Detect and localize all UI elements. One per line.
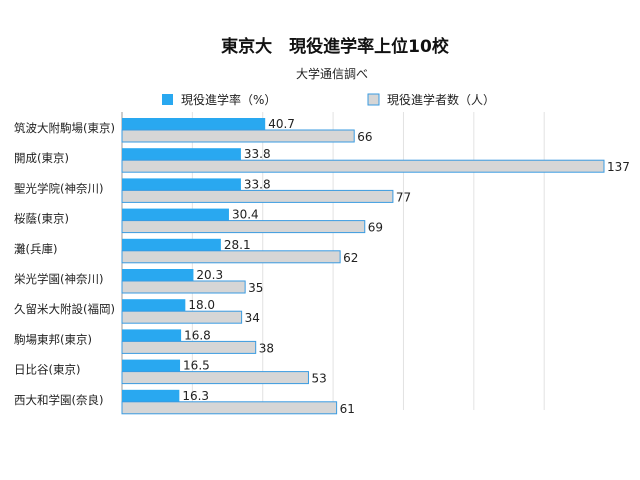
- data-label-rate: 33.8: [244, 147, 271, 161]
- legend: 現役進学率（%） 現役進学者数（人）: [162, 92, 495, 107]
- bar-count: [121, 310, 243, 324]
- bar-count: [121, 220, 366, 234]
- category-label: 灘(兵庫): [14, 242, 57, 256]
- chart-subtitle: 大学通信調べ: [296, 66, 368, 81]
- bar-count: [121, 371, 309, 385]
- legend-swatch-count: [367, 93, 380, 106]
- data-label-count: 62: [343, 251, 358, 265]
- category-label: 駒場東邦(東京): [14, 332, 92, 346]
- data-label-count: 77: [396, 190, 411, 204]
- bar-rate: [122, 238, 221, 251]
- bar-rate: [122, 359, 181, 372]
- category-label: 日比谷(東京): [14, 363, 80, 377]
- bar-count: [121, 401, 338, 415]
- bar-rate: [122, 148, 241, 161]
- category-label: 開成(東京): [14, 151, 69, 165]
- bar-count: [121, 129, 355, 143]
- data-label-count: 34: [245, 311, 260, 325]
- bar-count: [121, 189, 394, 203]
- bar-count: [121, 250, 341, 264]
- bar-count: [121, 159, 605, 173]
- category-label: 久留米大附設(福岡): [14, 302, 115, 316]
- data-label-rate: 16.3: [182, 389, 209, 403]
- legend-label-count: 現役進学者数（人）: [387, 92, 495, 107]
- data-label-rate: 33.8: [244, 177, 271, 191]
- category-label: 筑波大附駒場(東京): [14, 121, 115, 135]
- data-label-rate: 30.4: [232, 208, 259, 222]
- bar-count: [121, 340, 257, 354]
- legend-swatch-rate: [162, 94, 173, 105]
- category-label: 桜蔭(東京): [14, 212, 69, 226]
- chart-title: 東京大 現役進学率上位10校: [221, 36, 450, 57]
- category-label: 栄光学園(神奈川): [14, 272, 103, 286]
- data-label-count: 53: [311, 372, 326, 386]
- category-label: 西大和学園(奈良): [14, 393, 103, 407]
- data-label-count: 137: [607, 160, 630, 174]
- data-label-count: 69: [368, 221, 383, 235]
- data-label-rate: 18.0: [188, 298, 215, 312]
- bar-rate: [122, 389, 180, 402]
- legend-label-rate: 現役進学率（%）: [181, 92, 276, 107]
- data-label-rate: 20.3: [196, 268, 223, 282]
- bar-rate: [122, 299, 186, 312]
- bar-rate: [122, 178, 241, 191]
- bar-rate: [122, 269, 194, 281]
- bar-rate: [122, 208, 229, 221]
- plot-area: 筑波大附駒場(東京) 40.7 66 開成(東京) 33.8 137 聖光学院(神奈川) 33…: [14, 117, 630, 416]
- data-label-count: 38: [259, 341, 274, 355]
- data-label-count: 35: [248, 281, 263, 295]
- bar-count: [121, 280, 246, 294]
- data-label-count: 61: [340, 402, 355, 416]
- data-label-rate: 40.7: [268, 117, 295, 131]
- data-label-count: 66: [357, 130, 372, 144]
- data-label-rate: 16.5: [183, 359, 210, 373]
- category-label: 聖光学院(神奈川): [14, 181, 103, 195]
- data-label-rate: 16.8: [184, 328, 211, 342]
- bar-rate: [122, 329, 182, 342]
- bar-rate: [122, 118, 266, 130]
- data-label-rate: 28.1: [224, 238, 251, 252]
